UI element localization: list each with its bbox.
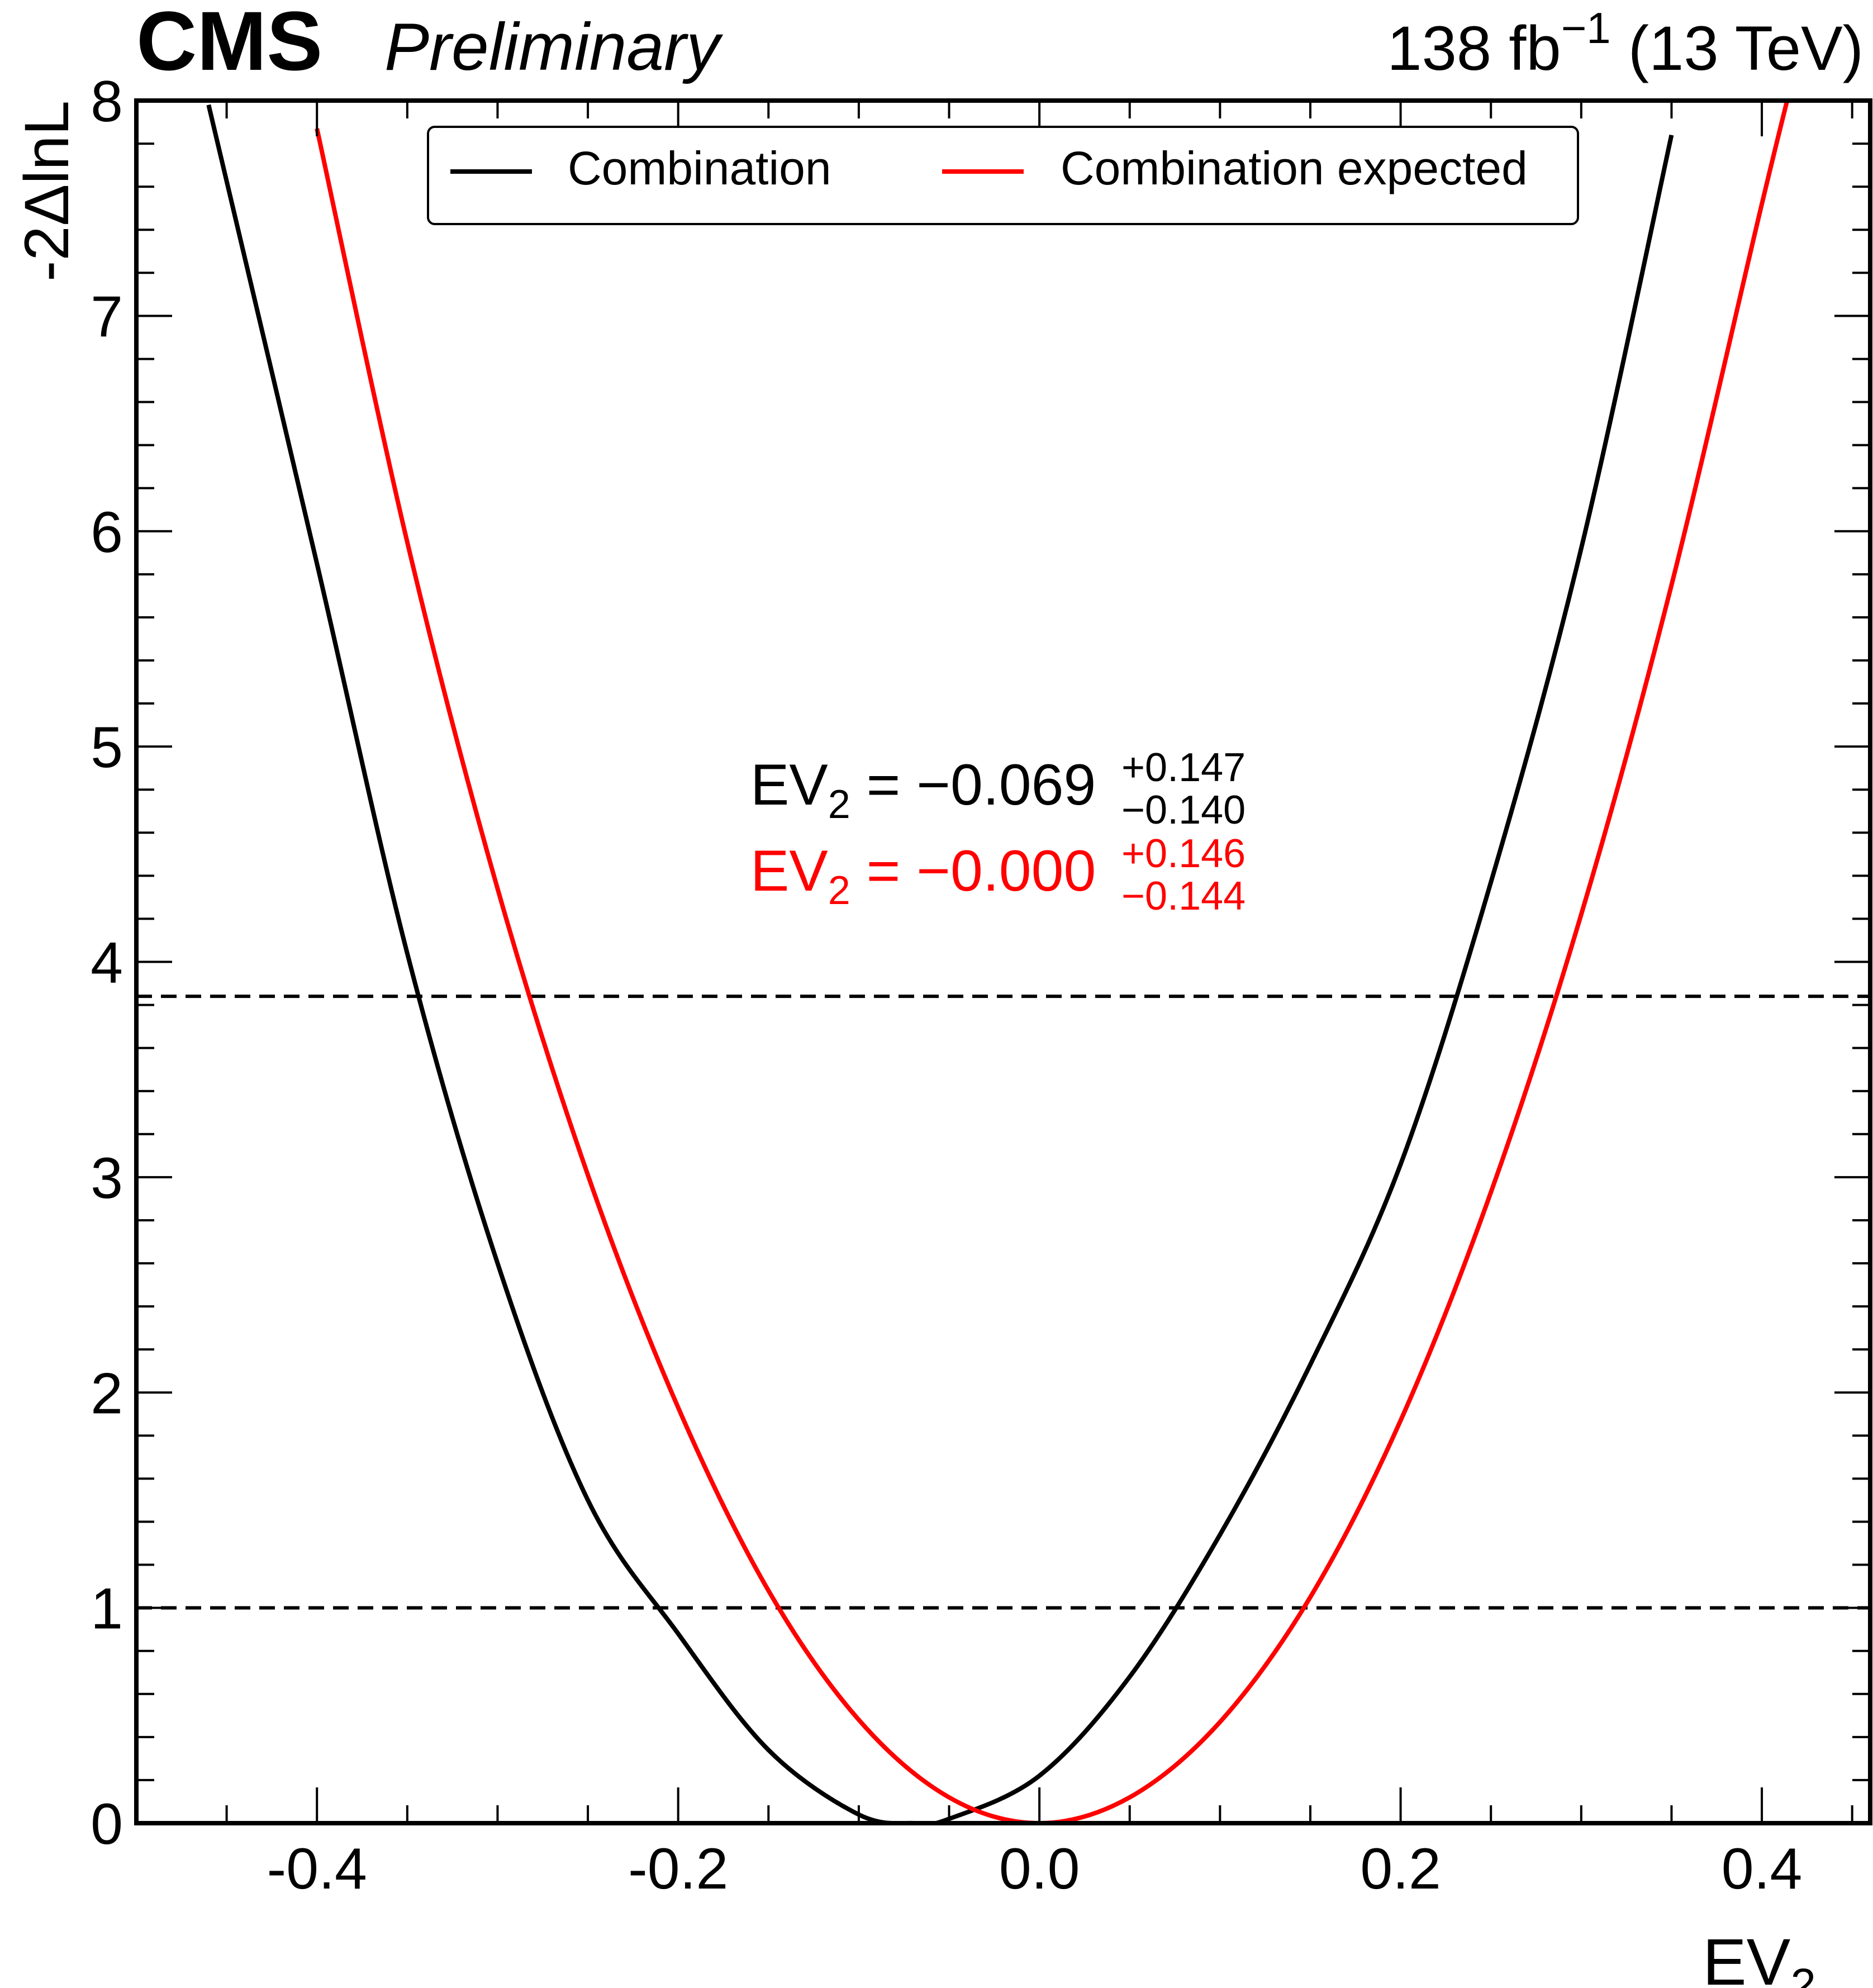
y-tick-label: 6	[91, 500, 123, 565]
result-expected-main: EV2 = −0.000	[750, 839, 1096, 913]
series-line	[315, 101, 1790, 1823]
y-tick-label: 5	[91, 715, 123, 780]
reference-lines	[136, 995, 1870, 1610]
y-tick-label: 4	[91, 931, 123, 996]
x-tick-label: -0.4	[267, 1837, 367, 1901]
plot-frame	[134, 98, 1872, 1825]
result-observed-down: −0.140	[1121, 788, 1246, 833]
axis-ticks	[135, 99, 1870, 1824]
x-tick-label: 0.0	[999, 1837, 1080, 1901]
series-line	[206, 104, 1674, 1823]
y-tick-label: 7	[91, 284, 123, 349]
x-tick-label: 0.2	[1360, 1837, 1441, 1901]
result-observed-main: EV2 = −0.069	[750, 753, 1096, 827]
lumi-label: 138 fb−1 (13 TeV)	[1387, 3, 1864, 83]
x-tick-label: -0.2	[628, 1837, 728, 1901]
experiment-label: CMS	[136, 0, 322, 88]
x-tick-label: 0.4	[1722, 1837, 1803, 1901]
y-tick-label: 1	[91, 1577, 123, 1642]
result-observed-up: +0.147	[1121, 745, 1246, 790]
y-tick-label: 8	[91, 69, 123, 134]
x-axis-title: EV2	[1703, 1925, 1816, 1988]
result-observed: EV2 = −0.069 +0.147 −0.140	[750, 745, 1246, 833]
legend-label-combination-expected: Combination expected	[1061, 142, 1528, 194]
tick-labels: -0.4 -0.2 0.0 0.2 0.4 0 1 2 3 4 5 6 7 8	[91, 69, 1802, 1901]
y-tick-label: 0	[91, 1792, 123, 1857]
y-tick-label: 2	[91, 1361, 123, 1426]
result-expected-down: −0.144	[1121, 874, 1246, 919]
y-axis-title: -2ΔlnL	[12, 101, 82, 282]
legend-box	[427, 126, 1579, 225]
legend-label-combination: Combination	[568, 142, 831, 194]
y-tick-label: 3	[91, 1146, 123, 1211]
curves	[206, 101, 1790, 1823]
legend: Combination Combination expected	[427, 126, 1579, 225]
result-expected: EV2 = −0.000 +0.146 −0.144	[750, 831, 1246, 919]
status-label: Preliminary	[384, 9, 724, 84]
result-expected-up: +0.146	[1121, 831, 1246, 876]
